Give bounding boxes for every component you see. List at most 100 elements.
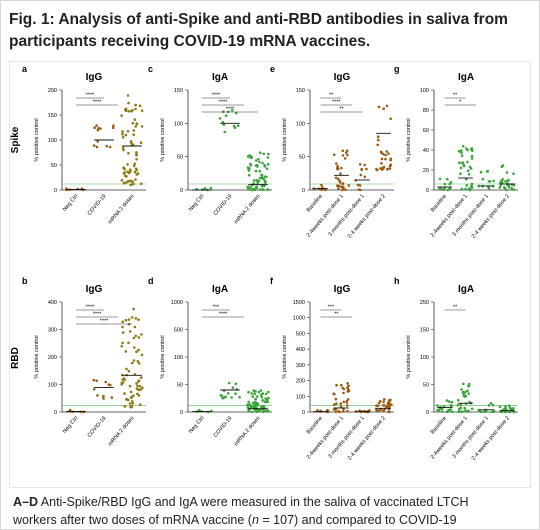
data-point: [97, 126, 100, 130]
data-point: [487, 186, 491, 190]
data-point: [507, 178, 510, 182]
data-point: [387, 405, 391, 408]
data-point: [254, 159, 258, 162]
y-tick-label: 150: [48, 113, 57, 119]
data-point: [123, 167, 126, 171]
y-tick-label: 0: [426, 410, 429, 416]
panel-title: IgG: [86, 284, 103, 295]
data-point: [436, 404, 439, 407]
data-point: [339, 402, 343, 406]
data-point: [479, 170, 483, 174]
data-point: [133, 170, 137, 174]
panel-title: IgG: [86, 72, 103, 83]
data-point: [247, 390, 250, 394]
data-point: [383, 398, 386, 401]
x-tick-label: mRNA 2 doses: [107, 415, 135, 447]
sig-label: ****: [212, 93, 221, 99]
panel-title: IgG: [334, 72, 351, 83]
panel-letter: g: [394, 64, 400, 74]
data-point: [320, 188, 324, 192]
data-point: [377, 138, 380, 142]
data-point: [258, 169, 262, 173]
data-point: [445, 410, 449, 414]
sig-label: ****: [86, 93, 95, 99]
data-point: [260, 405, 263, 408]
data-point: [507, 404, 511, 408]
y-tick-label: 100: [174, 355, 183, 361]
sig-label: ***: [213, 305, 220, 311]
data-point: [123, 404, 127, 408]
data-point: [137, 318, 140, 322]
y-tick-label: 0: [180, 410, 183, 416]
data-point: [122, 148, 125, 152]
data-point: [247, 400, 250, 404]
data-point: [481, 177, 485, 181]
data-point: [336, 164, 339, 168]
data-point: [121, 331, 125, 334]
data-point: [376, 143, 380, 147]
x-tick-label: Neg Ctrl: [62, 415, 80, 434]
data-point: [261, 399, 264, 402]
data-point: [222, 123, 226, 126]
data-point: [134, 107, 137, 111]
y-tick-label: 100: [48, 383, 57, 389]
data-point: [121, 341, 124, 345]
data-point: [337, 409, 340, 413]
data-point: [132, 359, 136, 362]
y-tick-label: 0: [180, 188, 183, 194]
data-point: [265, 398, 269, 402]
data-point: [480, 410, 483, 414]
data-point: [465, 184, 469, 187]
figure-caption: A–D Anti-Spike/RBD IgG and IgA were meas…: [13, 493, 531, 529]
data-point: [140, 125, 144, 128]
data-point: [489, 401, 493, 405]
data-point: [124, 107, 128, 111]
data-point: [266, 156, 270, 159]
data-point: [446, 177, 449, 181]
data-point: [236, 124, 240, 127]
data-point: [338, 181, 342, 184]
data-point: [137, 348, 140, 352]
data-point: [255, 179, 259, 182]
title-line-2: participants receiving COVID-19 mRNA vac…: [9, 33, 371, 50]
data-point: [462, 164, 466, 168]
data-point: [316, 409, 319, 412]
data-point: [131, 108, 134, 112]
data-point: [222, 110, 225, 113]
data-point: [139, 141, 143, 144]
figure-image: Spike RBD a IgG % positive control 0 50 100 150 2…: [9, 61, 531, 488]
data-point: [487, 404, 491, 407]
panel-d: d IgA % positive control 0 50 100 500 1000 Neg C…: [148, 276, 272, 447]
data-point: [482, 410, 486, 414]
data-point: [438, 187, 442, 190]
panel-letter: d: [148, 276, 154, 286]
data-point: [346, 398, 350, 401]
sig-label: ****: [93, 312, 102, 318]
data-point: [234, 382, 238, 386]
title-line-1: Fig. 1: Analysis of anti-Spike and anti-…: [9, 11, 508, 28]
data-point: [250, 188, 253, 192]
data-point: [140, 376, 143, 379]
data-point: [126, 170, 129, 173]
data-point: [457, 398, 460, 402]
data-point: [442, 188, 446, 192]
data-point: [450, 400, 454, 404]
y-tick-label: 500: [174, 328, 183, 334]
data-point: [320, 183, 323, 187]
data-point: [334, 397, 338, 401]
data-point: [377, 105, 381, 109]
data-point: [124, 318, 128, 322]
sig-label: **: [339, 107, 344, 113]
data-point: [132, 129, 136, 132]
data-point: [112, 124, 115, 127]
data-point: [342, 400, 346, 404]
data-point: [130, 361, 134, 365]
y-axis-label: % positive control: [282, 335, 288, 378]
data-point: [139, 182, 143, 185]
data-point: [263, 400, 266, 403]
data-point: [264, 181, 267, 184]
data-point: [140, 353, 144, 357]
data-point: [375, 404, 378, 407]
data-point: [335, 162, 338, 165]
sig-label: ***: [328, 305, 335, 311]
